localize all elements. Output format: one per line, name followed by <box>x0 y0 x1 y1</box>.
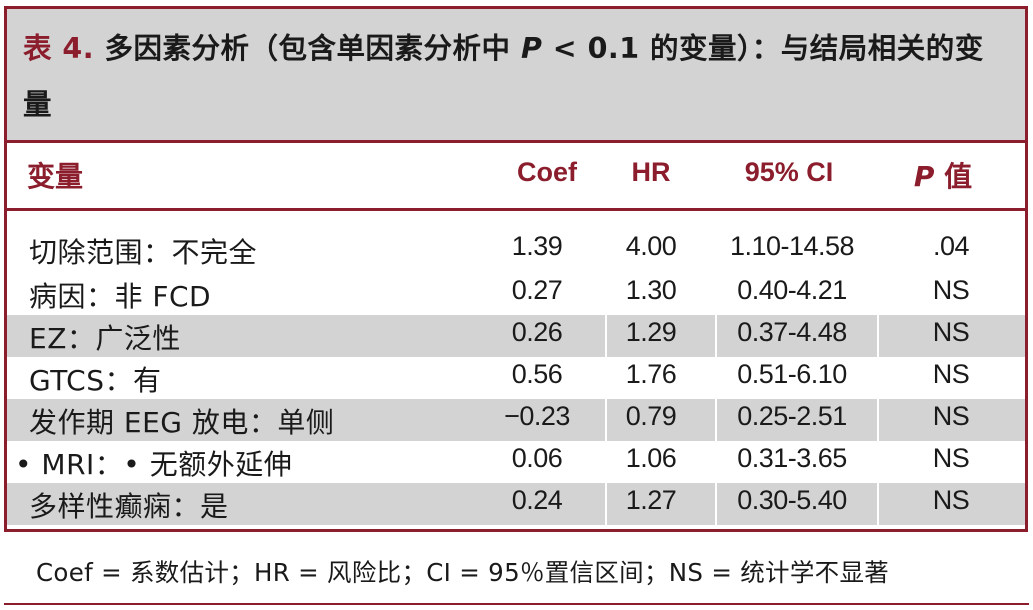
row-coef: 0.56 <box>511 359 563 389</box>
table-title: 表 4. 多因素分析（包含单因素分析中 P < 0.1 的变量）：与结局相关的变… <box>23 21 1011 133</box>
row-variable: 病因：非 FCD <box>29 280 212 313</box>
title-p-symbol: P <box>520 32 543 65</box>
row-p: .04 <box>932 231 970 261</box>
table-frame: 表 4. 多因素分析（包含单因素分析中 P < 0.1 的变量）：与结局相关的变… <box>4 6 1028 532</box>
row-coef: 0.06 <box>511 443 563 473</box>
row-ci: 0.30-5.40 <box>737 485 847 515</box>
row-variable: • MRI：• 无额外延伸 <box>15 448 293 481</box>
table-header-row: 变量 Coef HR 95% CI P 值 <box>7 143 1025 211</box>
row-coef: −0.23 <box>504 401 570 431</box>
table-row: 发作期 EEG 放电：单侧 −0.23 0.79 0.25-2.51 NS <box>7 399 1025 441</box>
row-hr: 1.27 <box>625 485 677 515</box>
header-p-suffix: 值 <box>934 160 973 193</box>
table-caption: 表 4. 多因素分析（包含单因素分析中 P < 0.1 的变量）：与结局相关的变… <box>7 9 1025 143</box>
header-p-symbol: P <box>913 160 935 193</box>
row-variable: EZ：广泛性 <box>29 322 181 355</box>
row-ci: 0.40-4.21 <box>737 275 847 305</box>
row-ci: 0.51-6.10 <box>737 359 847 389</box>
table-row: 病因：非 FCD 0.27 1.30 0.40-4.21 NS <box>7 273 1025 315</box>
row-variable: GTCS：有 <box>29 364 162 397</box>
row-hr: 1.76 <box>625 359 677 389</box>
table-footnote: Coef = 系数估计；HR = 风险比；CI = 95％置信区间；NS = 统… <box>36 558 890 587</box>
table-row: GTCS：有 0.56 1.76 0.51-6.10 NS <box>7 357 1025 399</box>
row-variable: 发作期 EEG 放电：单侧 <box>29 406 335 439</box>
header-coef: Coef <box>517 157 577 187</box>
column-divider <box>605 211 607 529</box>
row-coef: 0.27 <box>511 275 563 305</box>
row-ci: 0.25-2.51 <box>737 401 847 431</box>
header-ci: 95% CI <box>744 157 834 187</box>
header-p-value: P 值 <box>914 155 972 195</box>
table-row: 多样性癫痫：是 0.24 1.27 0.30-5.40 NS <box>7 483 1025 525</box>
row-ci: 0.37-4.48 <box>737 317 847 347</box>
row-p: NS <box>932 275 970 305</box>
table-row: EZ：广泛性 0.26 1.29 0.37-4.48 NS <box>7 315 1025 357</box>
row-p: NS <box>932 359 970 389</box>
row-variable: 多样性癫痫：是 <box>29 490 229 523</box>
row-coef: 0.26 <box>511 317 563 347</box>
column-divider <box>715 211 717 529</box>
header-hr: HR <box>631 157 671 187</box>
row-p: NS <box>932 443 970 473</box>
table-body: 切除范围：不完全 1.39 4.00 1.10-14.58 .04 病因：非 F… <box>7 211 1025 525</box>
row-variable: 切除范围：不完全 <box>29 236 258 269</box>
column-divider <box>877 211 879 529</box>
row-coef: 0.24 <box>511 485 563 515</box>
row-ci: 1.10-14.58 <box>729 231 855 261</box>
row-hr: 1.29 <box>625 317 677 347</box>
table-number: 表 4. <box>23 32 95 65</box>
title-text-after: < 0.1 的变量）：与结局相关的变量 <box>23 32 984 121</box>
header-variable: 变量 <box>27 160 84 193</box>
bottom-rule <box>4 603 1029 605</box>
row-p: NS <box>932 485 970 515</box>
row-hr: 1.06 <box>625 443 677 473</box>
row-p: NS <box>932 401 970 431</box>
table-row: 切除范围：不完全 1.39 4.00 1.10-14.58 .04 <box>7 211 1025 273</box>
title-text-before: 多因素分析（包含单因素分析中 <box>94 32 521 65</box>
row-ci: 0.31-3.65 <box>737 443 847 473</box>
row-coef: 1.39 <box>511 231 563 261</box>
table-row: • MRI：• 无额外延伸 0.06 1.06 0.31-3.65 NS <box>7 441 1025 483</box>
row-p: NS <box>932 317 970 347</box>
row-hr: 4.00 <box>625 231 677 261</box>
row-hr: 1.30 <box>625 275 677 305</box>
row-hr: 0.79 <box>625 401 677 431</box>
